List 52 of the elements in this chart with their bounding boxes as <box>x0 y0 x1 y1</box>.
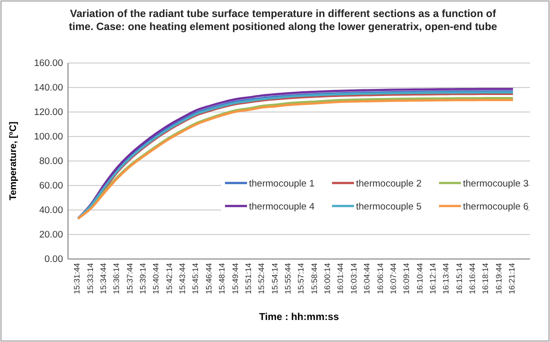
x-tick-label: 16:16:44 <box>468 262 478 294</box>
y-tick-label: 100.00 <box>34 132 63 143</box>
x-tick-label: 15:42:14 <box>164 262 174 294</box>
y-tick-label: 0.00 <box>44 254 63 266</box>
y-tick-label: 80.00 <box>39 156 63 168</box>
x-tick-label: 15:58:44 <box>310 262 319 294</box>
x-tick-label: 15:39:14 <box>138 262 148 294</box>
x-tick-label: 15:40:44 <box>152 262 161 294</box>
y-axis-title: Temperature, [ºC] <box>8 122 19 200</box>
x-tick-label: 16:12:14 <box>428 262 438 294</box>
y-tick-label: 20.00 <box>39 230 63 241</box>
x-tick-label: 16:03:14 <box>349 262 358 294</box>
y-tick-label: 60.00 <box>39 180 63 192</box>
x-tick-label: 15:31:44 <box>72 262 82 294</box>
x-tick-label: 15:54:14 <box>270 262 280 294</box>
legend-label: thermocouple 1 <box>249 178 314 190</box>
x-tick-label: 15:34:44 <box>98 262 108 294</box>
x-tick-label: 16:13:44 <box>442 262 451 294</box>
x-tick-label: 15:33:14 <box>86 262 95 294</box>
x-tick-label: 15:36:14 <box>112 262 122 294</box>
x-tick-label: 15:57:14 <box>296 262 306 294</box>
x-axis-title: Time : hh:mm:ss <box>259 312 340 323</box>
x-tick-label: 16:01:44 <box>336 262 346 294</box>
x-tick-label: 16:10:44 <box>415 262 424 294</box>
x-tick-label: 16:09:14 <box>402 262 412 294</box>
x-tick-label: 15:55:44 <box>284 262 293 294</box>
y-tick-label: 120.00 <box>34 107 63 118</box>
x-tick-label: 15:37:44 <box>125 262 134 294</box>
x-tick-label: 16:21:14 <box>508 262 517 294</box>
legend-label: thermocouple 5 <box>356 202 422 212</box>
x-tick-label: 16:00:14 <box>323 262 332 294</box>
chart-title: Variation of the radiant tube surface temperature in different sections as a function of time. Case: one heating element positioned along the lower generatrix, open-end tube <box>68 8 498 33</box>
legend-label: thermocouple 2 <box>356 178 422 190</box>
legend-label: thermocouple 6 <box>463 202 528 212</box>
y-tick-label: 160.00 <box>34 58 63 70</box>
y-tick-label: 140.00 <box>34 82 63 94</box>
x-tick-label: 16:19:44 <box>494 262 504 294</box>
x-tick-label: 15:46:44 <box>204 262 214 294</box>
x-tick-label: 16:04:44 <box>362 262 372 294</box>
legend-label: thermocouple 3 <box>463 178 528 190</box>
x-tick-label: 15:43:44 <box>178 262 188 294</box>
x-tick-label: 15:45:14 <box>191 262 200 294</box>
x-tick-label: 16:07:44 <box>388 262 398 294</box>
y-tick-label: 40.00 <box>39 205 63 216</box>
x-tick-label: 16:18:14 <box>481 262 490 294</box>
x-tick-label: 15:48:14 <box>218 262 227 294</box>
x-tick-label: 15:52:44 <box>257 262 266 294</box>
legend-label: thermocouple 4 <box>249 202 314 212</box>
x-tick-label: 15:49:44 <box>230 262 240 294</box>
x-tick-label: 16:06:14 <box>376 262 385 294</box>
x-tick-label: 15:51:14 <box>244 262 253 294</box>
x-tick-label: 16:15:14 <box>454 262 464 294</box>
